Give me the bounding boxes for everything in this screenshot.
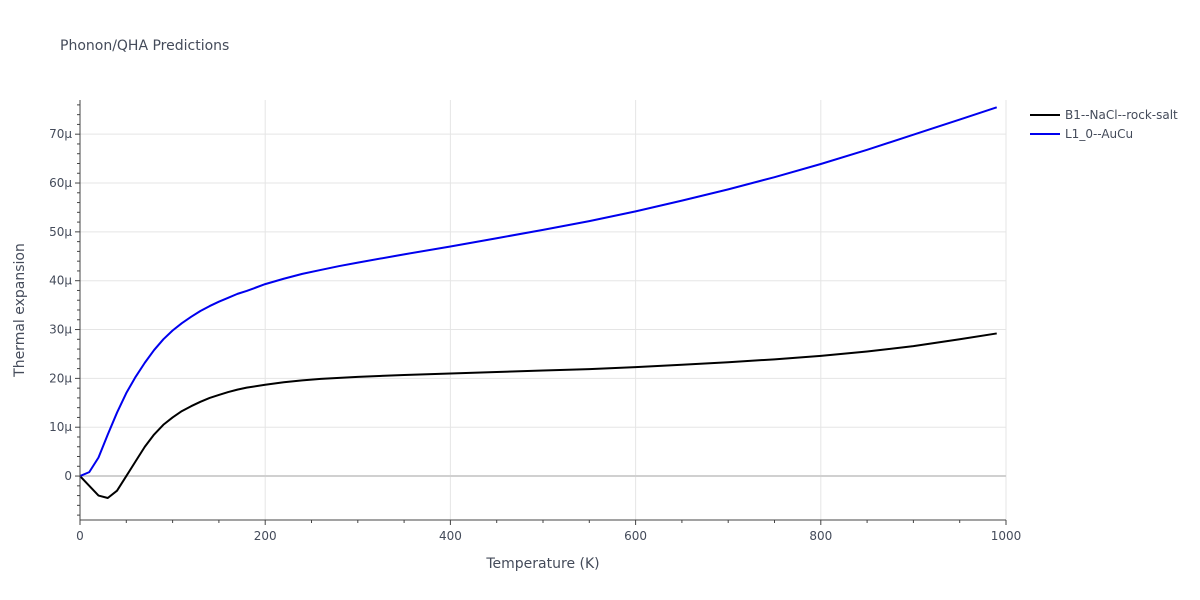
series-line-1 <box>79 332 997 500</box>
x-tick-label: 600 <box>624 529 647 543</box>
y-tick-label: 20μ <box>49 371 72 385</box>
y-tick-label: 70μ <box>49 127 72 141</box>
legend: B1--NaCl--rock-salt L1_0--AuCu <box>1030 108 1178 141</box>
x-tick-label: 0 <box>76 529 84 543</box>
x-tick-label: 1000 <box>991 529 1022 543</box>
y-tick-label: 50μ <box>49 225 72 239</box>
legend-label: B1--NaCl--rock-salt <box>1065 108 1178 122</box>
x-axis-label: Temperature (K) <box>485 556 599 572</box>
chart-title: Phonon/QHA Predictions <box>60 38 229 54</box>
series-line-2 <box>79 106 998 477</box>
axes <box>75 100 1007 525</box>
x-tick-label: 800 <box>809 529 832 543</box>
x-tick-label: 400 <box>439 529 462 543</box>
legend-label: L1_0--AuCu <box>1065 127 1133 141</box>
y-tick-label: 30μ <box>49 323 72 337</box>
y-tick-label: 10μ <box>49 420 72 434</box>
legend-item-1[interactable]: B1--NaCl--rock-salt <box>1030 108 1178 122</box>
y-tick-label: 60μ <box>49 176 72 190</box>
legend-item-2[interactable]: L1_0--AuCu <box>1030 127 1133 141</box>
y-tick-label: 40μ <box>49 274 72 288</box>
x-tick-label: 200 <box>254 529 277 543</box>
x-axis-ticks: 0 200 400 600 800 1000 <box>76 529 1021 543</box>
series-layer <box>79 106 998 500</box>
y-tick-label: 0 <box>64 469 72 483</box>
y-axis-label: Thermal expansion <box>12 243 28 378</box>
y-axis-ticks: 0 10μ 20μ 30μ 40μ 50μ 60μ 70μ <box>49 127 72 483</box>
grid-lines <box>80 100 1007 520</box>
